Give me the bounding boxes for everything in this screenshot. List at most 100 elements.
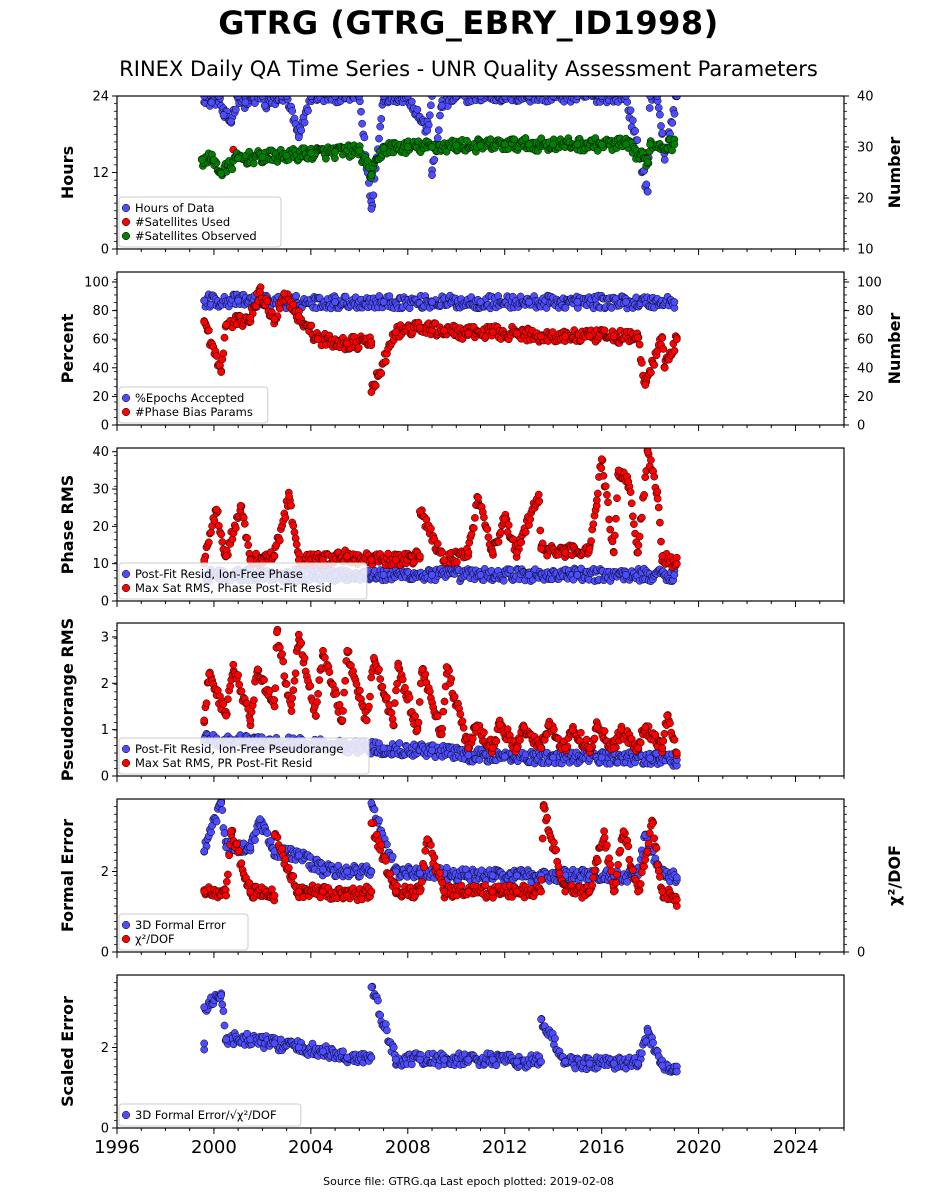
data-point bbox=[657, 122, 665, 130]
data-point bbox=[550, 838, 558, 847]
data-point bbox=[360, 133, 369, 142]
data-point bbox=[389, 87, 396, 94]
data-point bbox=[496, 721, 504, 729]
data-point bbox=[281, 855, 290, 864]
data-point bbox=[464, 751, 473, 759]
data-point bbox=[616, 846, 625, 855]
data-point bbox=[275, 304, 284, 313]
data-point bbox=[376, 675, 385, 683]
data-point bbox=[460, 87, 467, 94]
y-tick-label: 20 bbox=[92, 390, 109, 405]
data-point bbox=[462, 88, 469, 95]
data-point bbox=[207, 98, 216, 107]
data-point bbox=[398, 96, 403, 97]
data-point bbox=[366, 692, 374, 701]
data-point bbox=[650, 361, 659, 369]
data-point bbox=[645, 104, 654, 112]
data-point bbox=[577, 87, 584, 94]
data-point bbox=[287, 501, 295, 510]
data-point bbox=[440, 556, 449, 564]
data-point bbox=[622, 140, 630, 149]
data-point bbox=[526, 515, 535, 524]
data-point bbox=[525, 140, 533, 149]
data-point bbox=[354, 343, 363, 352]
data-point bbox=[434, 126, 443, 135]
legend-marker bbox=[121, 393, 131, 403]
data-point bbox=[215, 522, 223, 530]
data-point bbox=[504, 521, 513, 529]
data-point bbox=[557, 87, 564, 94]
data-point bbox=[561, 303, 570, 312]
data-point bbox=[626, 488, 635, 496]
legend-label: 3D Formal Error bbox=[135, 918, 226, 932]
data-point bbox=[612, 878, 620, 887]
data-point bbox=[234, 296, 243, 305]
data-point bbox=[390, 699, 399, 707]
data-point bbox=[331, 148, 339, 156]
data-point bbox=[656, 873, 664, 881]
data-point bbox=[450, 692, 459, 701]
data-point bbox=[506, 88, 513, 95]
data-point bbox=[326, 87, 333, 94]
data-point bbox=[540, 87, 547, 94]
y-tick-label: 20 bbox=[92, 520, 109, 535]
data-point bbox=[592, 496, 601, 505]
data-point bbox=[471, 514, 479, 522]
data-point bbox=[600, 827, 608, 836]
data-point bbox=[415, 698, 424, 706]
data-point bbox=[275, 643, 284, 652]
data-point bbox=[294, 312, 303, 321]
data-point bbox=[377, 115, 386, 123]
data-point bbox=[563, 88, 570, 95]
data-point bbox=[319, 865, 327, 874]
data-point bbox=[634, 541, 643, 550]
data-point bbox=[670, 298, 679, 306]
data-point bbox=[325, 668, 334, 676]
data-point bbox=[453, 88, 460, 95]
data-point bbox=[525, 298, 533, 306]
data-point bbox=[497, 528, 505, 537]
data-point bbox=[343, 552, 352, 561]
data-point bbox=[634, 887, 642, 896]
series-percent-0 bbox=[200, 290, 679, 313]
legend-marker bbox=[121, 920, 131, 930]
y2-tick-label: 60 bbox=[857, 333, 874, 348]
data-point bbox=[544, 721, 553, 729]
data-point bbox=[246, 716, 255, 725]
legend-label: Max Sat RMS, Phase Post-Fit Resid bbox=[135, 581, 332, 595]
data-point bbox=[513, 871, 521, 880]
data-point bbox=[294, 887, 303, 896]
data-point bbox=[367, 388, 376, 396]
data-point bbox=[437, 101, 446, 110]
data-point bbox=[224, 695, 232, 704]
y-tick-label: 2 bbox=[101, 865, 109, 880]
y-tick-label: 60 bbox=[92, 333, 109, 348]
data-point bbox=[513, 329, 521, 338]
legend-label: #Satellites Observed bbox=[135, 229, 257, 243]
data-point bbox=[544, 88, 551, 95]
data-point bbox=[476, 298, 485, 306]
series-percent-1 bbox=[200, 283, 681, 396]
points-formal bbox=[200, 799, 681, 910]
y-axis-label: Percent bbox=[58, 313, 77, 383]
data-point bbox=[306, 682, 315, 690]
data-point bbox=[587, 96, 591, 97]
data-point bbox=[659, 737, 668, 745]
data-point bbox=[227, 827, 235, 836]
data-point bbox=[428, 143, 436, 151]
data-point bbox=[603, 490, 611, 499]
data-point bbox=[375, 665, 383, 674]
data-point bbox=[225, 851, 233, 860]
data-point bbox=[433, 539, 442, 548]
data-point bbox=[627, 499, 636, 508]
data-point bbox=[421, 846, 430, 855]
data-point bbox=[246, 843, 255, 852]
data-point bbox=[456, 88, 463, 95]
data-point bbox=[387, 88, 394, 95]
legend-marker bbox=[121, 758, 131, 768]
data-point bbox=[593, 857, 602, 865]
y-tick-label: 0 bbox=[101, 419, 109, 434]
data-point bbox=[367, 887, 376, 896]
data-point bbox=[339, 707, 347, 715]
